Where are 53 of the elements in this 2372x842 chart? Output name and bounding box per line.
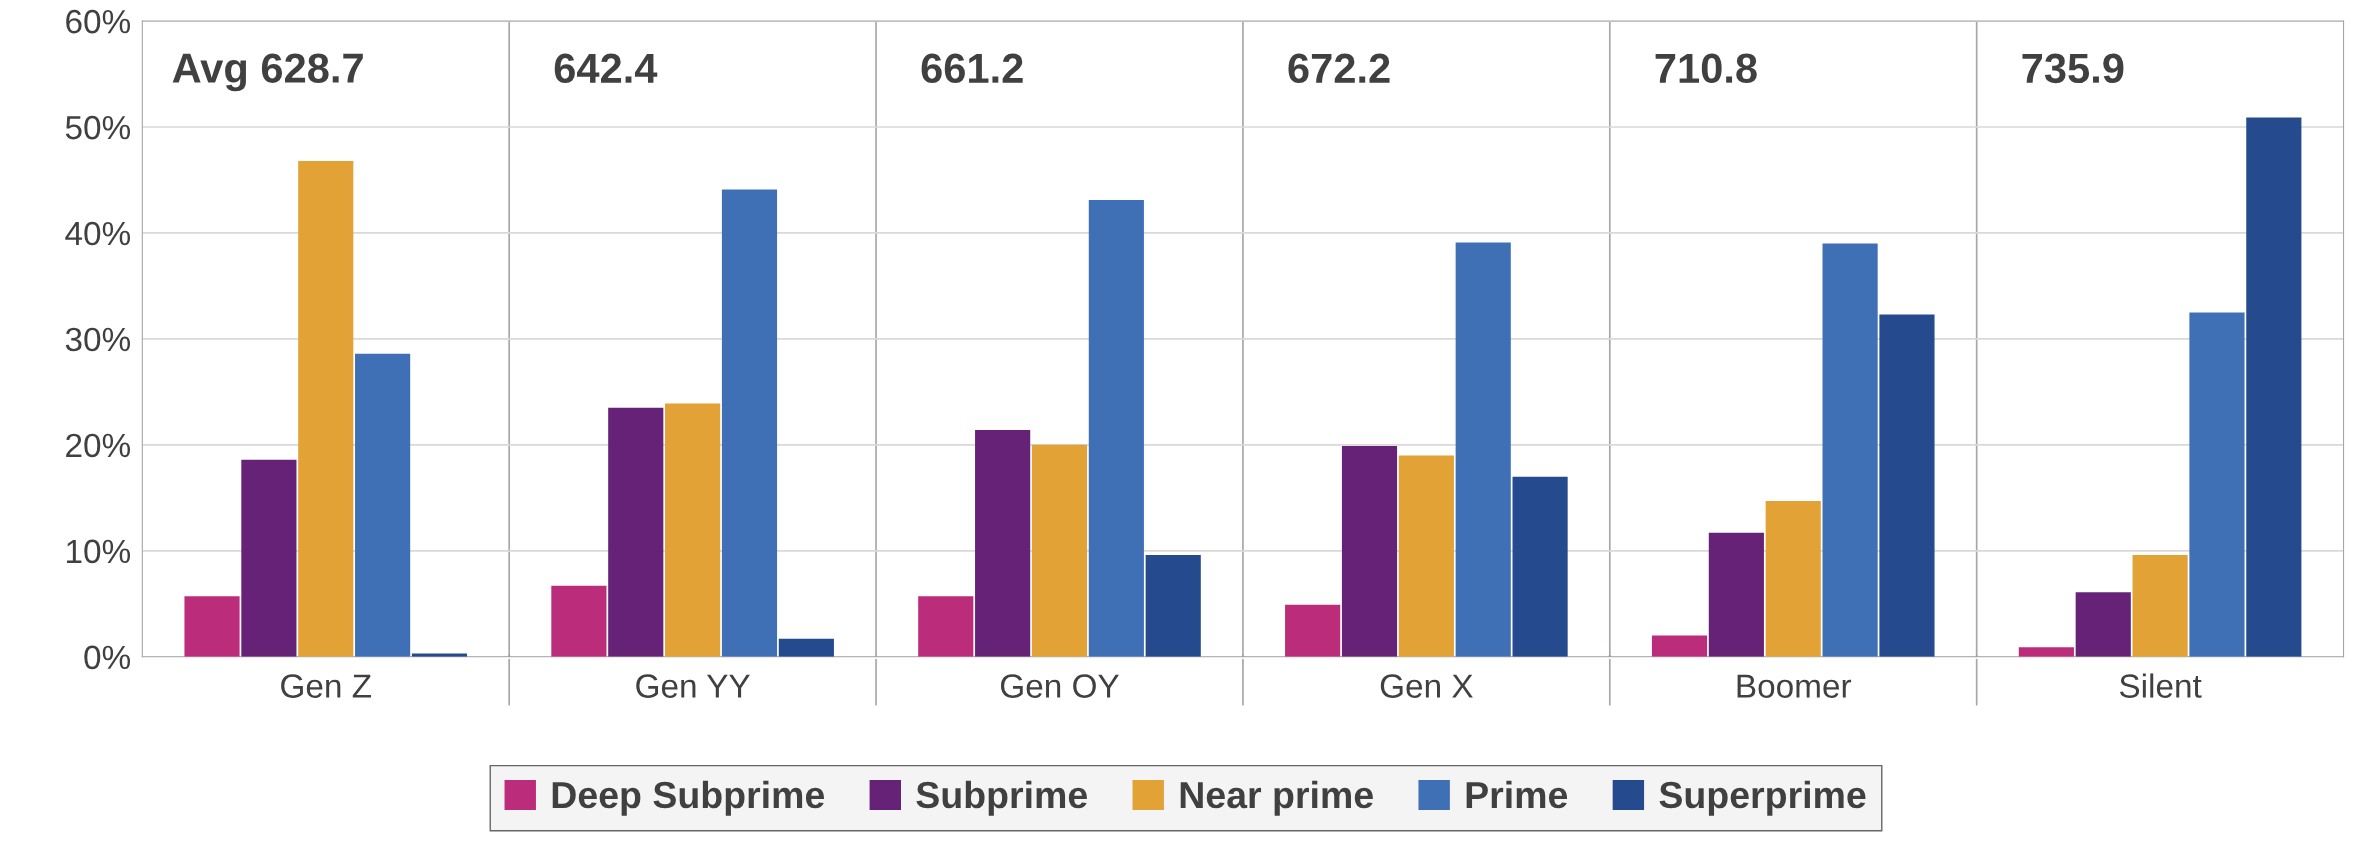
legend-label: Deep Subprime [552,780,825,816]
annotation: 735.9 [2022,53,2124,84]
legend-label: Near prime [1180,780,1373,816]
bar [608,407,664,657]
bar [184,596,240,657]
x-tick-label: Gen OY [1000,674,1119,698]
y-tick-label: 50% [65,115,131,140]
bar [1822,243,1878,657]
y-tick-label: 40% [65,221,131,246]
bar [1398,455,1454,657]
bar [1765,501,1821,657]
bar [241,459,297,657]
bar [2189,312,2245,657]
bar [1285,604,1341,657]
bar [918,596,974,657]
annotation: 710.8 [1655,53,1757,84]
annotation: 642.4 [554,53,658,84]
bar [721,189,778,657]
bar [778,638,834,657]
x-tick-label: Gen Z [281,674,372,698]
bar [1651,635,1708,657]
bar [1341,445,1398,657]
bar [975,430,1031,657]
bar [1088,200,1144,657]
x-tick-label: Gen X [1380,674,1473,698]
bar [1455,242,1511,657]
legend-label: Superprime [1659,780,1866,816]
y-tick-label: 10% [67,539,131,564]
legend-label: Subprime [916,780,1087,816]
annotation: 661.2 [921,53,1023,84]
bar [1031,444,1088,657]
x-tick-label: Gen YY [636,674,750,698]
bar [1512,476,1568,657]
y-tick-label: 20% [66,433,131,458]
bar [1145,555,1201,657]
bar [2075,592,2131,657]
y-tick-label: 30% [65,327,131,352]
x-tick-label: Silent [2119,673,2202,698]
annotation: 672.2 [1288,53,1390,84]
bar [2018,647,2074,657]
bar [1708,532,1764,657]
bar [1879,314,1935,657]
bar [2132,555,2188,657]
bar [355,353,411,657]
annotation: Avg 628.7 [172,53,363,92]
x-tick-label: Boomer [1737,674,1852,698]
legend-label: Prime [1466,780,1568,809]
y-tick-label: 60% [66,9,131,34]
bar [551,585,607,657]
bar [298,160,354,657]
bar [665,403,721,657]
y-tick-label: 0% [84,645,131,670]
bar [2246,117,2302,657]
